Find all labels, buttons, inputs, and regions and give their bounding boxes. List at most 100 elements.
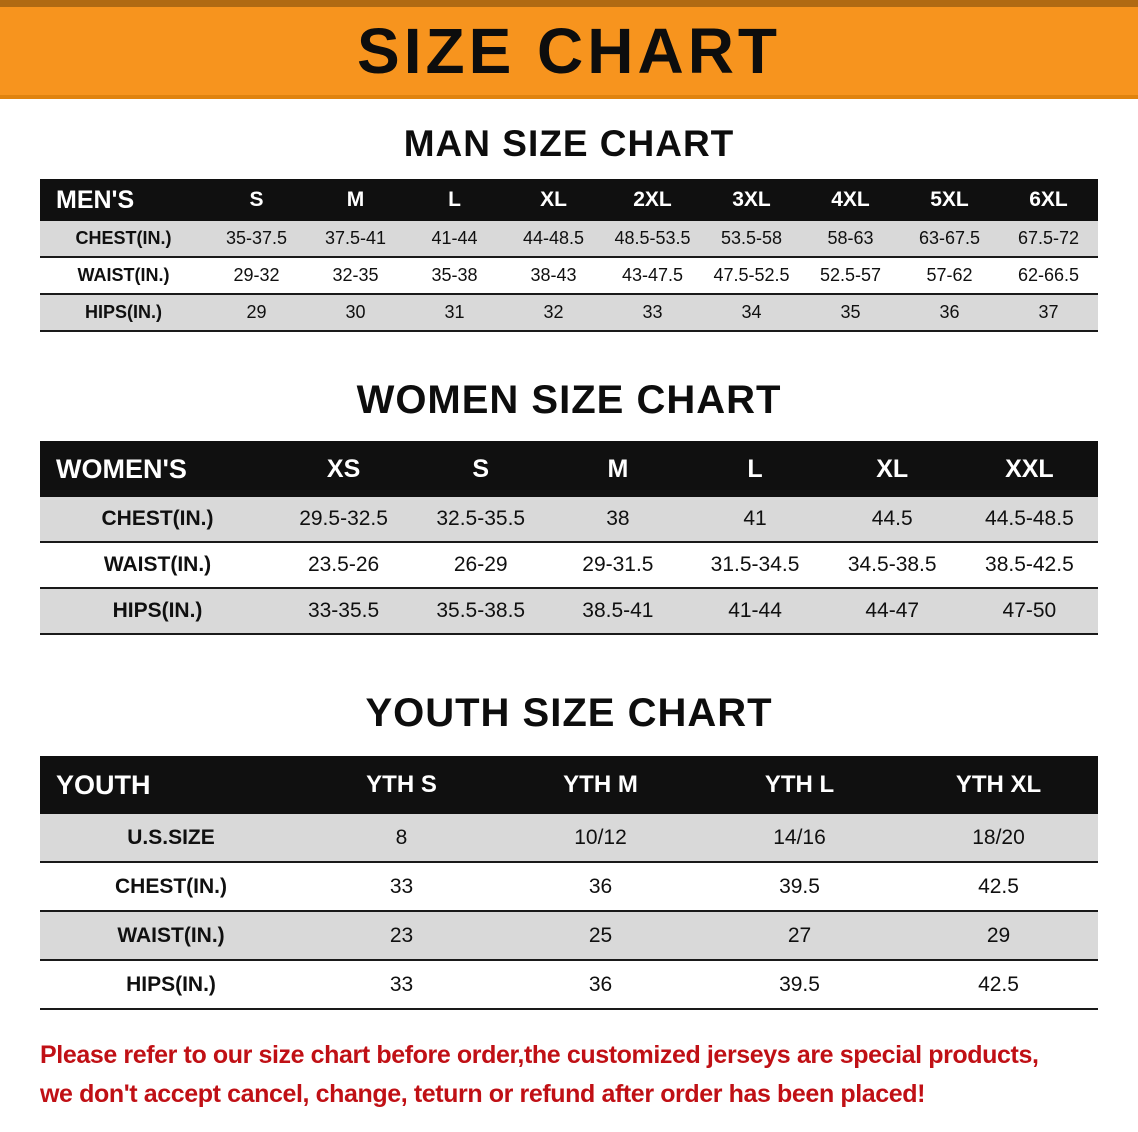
youth-section: YOUTH SIZE CHART YOUTH YTH S YTH M YTH L YTH… xyxy=(0,691,1138,1010)
table-row: HIPS(IN.) 33-35.5 35.5-38.5 38.5-41 41-44 44-… xyxy=(40,588,1098,634)
column-header: YTH L xyxy=(700,756,899,814)
youth-section-heading: YOUTH SIZE CHART xyxy=(365,691,773,735)
table-cell: 25 xyxy=(588,923,613,947)
table-cell: 35 xyxy=(840,302,861,322)
table-cell: 33 xyxy=(642,302,663,322)
table-cell: 38.5-41 xyxy=(582,599,654,622)
table-cell: 34 xyxy=(741,302,762,322)
table-row: CHEST(IN.) 29.5-32.5 32.5-35.5 38 41 44.5 44.5… xyxy=(40,497,1098,542)
table-cell: 48.5-53.5 xyxy=(614,228,691,248)
table-cell: 14/16 xyxy=(773,825,826,849)
disclaimer-line-2: we don't accept cancel, change, teturn o… xyxy=(40,1079,926,1108)
table-cell: 44.5 xyxy=(871,507,913,530)
table-cell: 33-35.5 xyxy=(307,599,380,622)
table-row: U.S.SIZE 8 10/12 14/16 18/20 xyxy=(40,814,1098,862)
table-cell: 31 xyxy=(444,302,465,322)
row-label: WAIST(IN.) xyxy=(117,923,225,947)
table-cell: 35.5-38.5 xyxy=(436,599,526,622)
table-row: WAIST(IN.) 29-32 32-35 35-38 38-43 43-47.5 47.… xyxy=(40,257,1098,294)
row-label: CHEST(IN.) xyxy=(101,507,214,530)
table-cell: 47-50 xyxy=(1002,599,1057,622)
column-header: YTH S xyxy=(302,756,501,814)
table-cell: 31.5-34.5 xyxy=(710,553,800,576)
table-cell: 58-63 xyxy=(827,228,874,248)
table-cell: 42.5 xyxy=(978,874,1019,898)
womens-size-table: WOMEN'S XS S M L XL XXL CHEST(IN.) 29.5-32.5 32.5… xyxy=(40,441,1098,635)
table-row: CHEST(IN.) 35-37.5 37.5-41 41-44 44-48.5 48.5… xyxy=(40,221,1098,257)
table-cell: 47.5-52.5 xyxy=(713,265,790,285)
table-cell: 37 xyxy=(1038,302,1059,322)
column-header: 6XL xyxy=(999,179,1098,221)
table-cell: 35-37.5 xyxy=(225,228,288,248)
column-header: L xyxy=(686,441,824,497)
table-cell: 32-35 xyxy=(332,265,379,285)
table-cell: 34.5-38.5 xyxy=(847,553,937,576)
table-cell: 43-47.5 xyxy=(621,265,684,285)
table-cell: 26-29 xyxy=(453,553,508,576)
table-cell: 29.5-32.5 xyxy=(299,507,388,530)
column-header: YOUTH xyxy=(40,756,302,814)
youth-size-table: YOUTH YTH S YTH M YTH L YTH XL U.S.SIZE 8 10/12… xyxy=(40,756,1098,1010)
table-cell: 53.5-58 xyxy=(720,228,783,248)
table-cell: 36 xyxy=(588,874,613,898)
table-cell: 35-38 xyxy=(431,265,478,285)
table-cell: 36 xyxy=(588,972,613,996)
table-cell: 33 xyxy=(389,972,414,996)
table-cell: 38 xyxy=(606,507,630,530)
table-cell: 10/12 xyxy=(574,825,627,849)
table-cell: 63-67.5 xyxy=(918,228,981,248)
table-cell: 32.5-35.5 xyxy=(436,507,526,530)
table-row: HIPS(IN.) 29 30 31 32 33 34 35 36 37 xyxy=(40,294,1098,331)
table-cell: 32 xyxy=(543,302,564,322)
table-cell: 38.5-42.5 xyxy=(985,553,1074,576)
column-header: XL xyxy=(823,441,961,497)
banner-title: SIZE CHART xyxy=(357,15,781,87)
table-cell: 23.5-26 xyxy=(307,553,380,576)
men-section-heading: MAN SIZE CHART xyxy=(403,123,735,164)
table-cell: 33 xyxy=(389,874,414,898)
header-row: MEN'S S M L XL 2XL 3XL 4XL 5XL 6XL xyxy=(40,179,1098,221)
disclaimer: Please refer to our size chart before or… xyxy=(40,1036,1102,1114)
header-row: WOMEN'S XS S M L XL XXL xyxy=(40,441,1098,497)
mens-size-table: MEN'S S M L XL 2XL 3XL 4XL 5XL 6XL CHEST(IN.) 35-37… xyxy=(40,179,1098,332)
table-cell: 8 xyxy=(395,825,408,849)
men-section: MAN SIZE CHART MEN'S S M L XL 2XL 3XL 4XL 5XL 6XL… xyxy=(0,123,1138,332)
column-header: YTH XL xyxy=(899,756,1098,814)
column-header: XS xyxy=(275,441,413,497)
header-row: YOUTH YTH S YTH M YTH L YTH XL xyxy=(40,756,1098,814)
row-label: HIPS(IN.) xyxy=(126,972,216,996)
table-cell: 23 xyxy=(389,923,414,947)
table-cell: 44-47 xyxy=(865,599,920,622)
table-cell: 41-44 xyxy=(728,599,782,622)
column-header: XXL xyxy=(960,441,1098,497)
column-header: 4XL xyxy=(801,179,900,221)
column-header: S xyxy=(207,179,306,221)
column-header: M xyxy=(549,441,687,497)
table-cell: 41-44 xyxy=(431,228,478,248)
column-header: YTH M xyxy=(501,756,700,814)
table-row: CHEST(IN.) 33 36 39.5 42.5 xyxy=(40,862,1098,911)
table-cell: 42.5 xyxy=(978,972,1019,996)
table-row: WAIST(IN.) 23.5-26 26-29 29-31.5 31.5-34.5 34… xyxy=(40,542,1098,588)
column-header: MEN'S xyxy=(40,179,207,221)
column-header: L xyxy=(405,179,504,221)
table-cell: 44.5-48.5 xyxy=(985,507,1074,530)
row-label: U.S.SIZE xyxy=(127,825,215,849)
table-cell: 29 xyxy=(246,302,267,322)
table-cell: 18/20 xyxy=(972,825,1025,849)
table-cell: 38-43 xyxy=(530,265,577,285)
banner: SIZE CHART xyxy=(0,0,1138,99)
column-header: 3XL xyxy=(702,179,801,221)
column-header: 5XL xyxy=(900,179,999,221)
row-label: HIPS(IN.) xyxy=(84,302,162,322)
table-cell: 29 xyxy=(986,923,1011,947)
disclaimer-line-1: Please refer to our size chart before or… xyxy=(40,1041,1039,1069)
row-label: CHEST(IN.) xyxy=(115,874,227,898)
table-cell: 39.5 xyxy=(779,972,820,996)
table-cell: 29-31.5 xyxy=(582,553,654,576)
table-cell: 52.5-57 xyxy=(819,265,882,285)
table-cell: 37.5-41 xyxy=(324,228,387,248)
table-cell: 57-62 xyxy=(926,265,973,285)
women-section: WOMEN SIZE CHART WOMEN'S XS S M L XL XXL CHEST(… xyxy=(0,378,1138,635)
